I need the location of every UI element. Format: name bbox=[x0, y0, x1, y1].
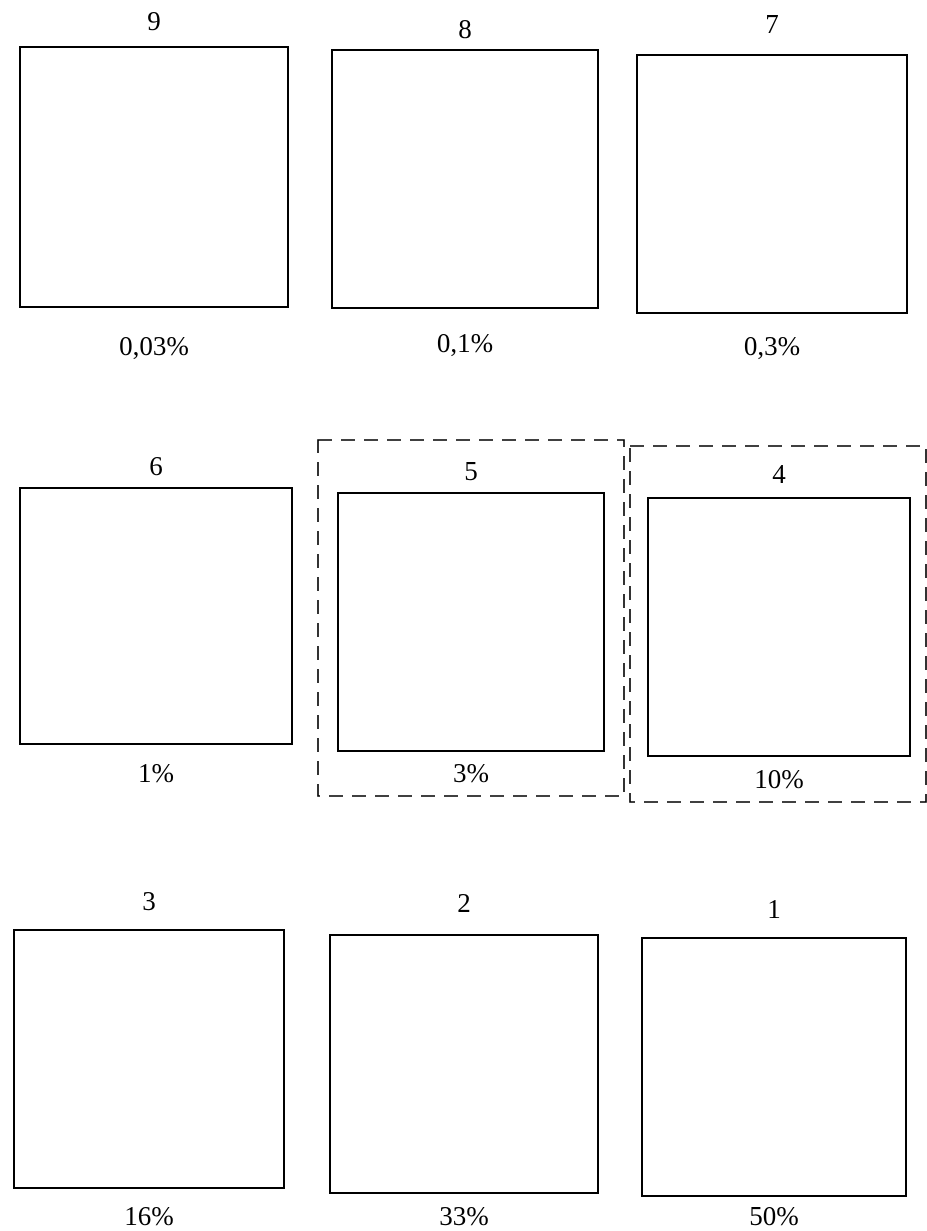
panel-frame bbox=[636, 54, 908, 314]
panel-frame bbox=[641, 937, 907, 1197]
panel-number: 1 bbox=[767, 894, 781, 924]
panel-5: 5 3% bbox=[337, 456, 605, 788]
panel-4: 4 10% bbox=[647, 459, 911, 794]
panel-number: 7 bbox=[765, 9, 779, 39]
panel-frame bbox=[647, 497, 911, 757]
panel-frame bbox=[19, 487, 293, 745]
panel-3: 3 16% bbox=[13, 886, 285, 1231]
panel-number: 3 bbox=[142, 886, 156, 916]
panel-percent: 0,3% bbox=[744, 331, 800, 361]
panel-percent: 0,03% bbox=[119, 331, 189, 361]
panel-8: 8 0,1% bbox=[331, 14, 599, 358]
panel-number: 8 bbox=[458, 14, 472, 44]
panel-7: 7 0,3% bbox=[636, 9, 908, 361]
panel-6: 6 1% bbox=[19, 451, 293, 788]
panel-percent: 33% bbox=[439, 1201, 489, 1231]
panel-number: 5 bbox=[464, 456, 478, 486]
highlight-boxes bbox=[317, 439, 927, 803]
panel-number: 9 bbox=[147, 6, 161, 36]
panel-number: 4 bbox=[772, 459, 786, 489]
panel-percent: 3% bbox=[453, 758, 489, 788]
panel-9: 9 0,03% bbox=[19, 6, 289, 361]
panel-grid: 9 0,03% 8 0,1% 7 0,3% 6 1% 5 3% 4 10% 3 16% 2 33% 1 50% bbox=[13, 6, 911, 1231]
panel-frame bbox=[13, 929, 285, 1189]
panel-frame bbox=[329, 934, 599, 1194]
panel-frame bbox=[331, 49, 599, 309]
panel-number: 2 bbox=[457, 888, 471, 918]
panel-number: 6 bbox=[149, 451, 163, 481]
panel-frame bbox=[19, 46, 289, 308]
panel-percent: 1% bbox=[138, 758, 174, 788]
panel-percent: 0,1% bbox=[437, 328, 493, 358]
highlight-box-4 bbox=[629, 445, 927, 803]
panel-percent: 16% bbox=[124, 1201, 174, 1231]
highlight-box-5 bbox=[317, 439, 625, 797]
panel-frame bbox=[337, 492, 605, 752]
panel-percent: 50% bbox=[749, 1201, 799, 1231]
panel-percent: 10% bbox=[754, 764, 804, 794]
panel-1: 1 50% bbox=[641, 894, 907, 1231]
panel-2: 2 33% bbox=[329, 888, 599, 1231]
